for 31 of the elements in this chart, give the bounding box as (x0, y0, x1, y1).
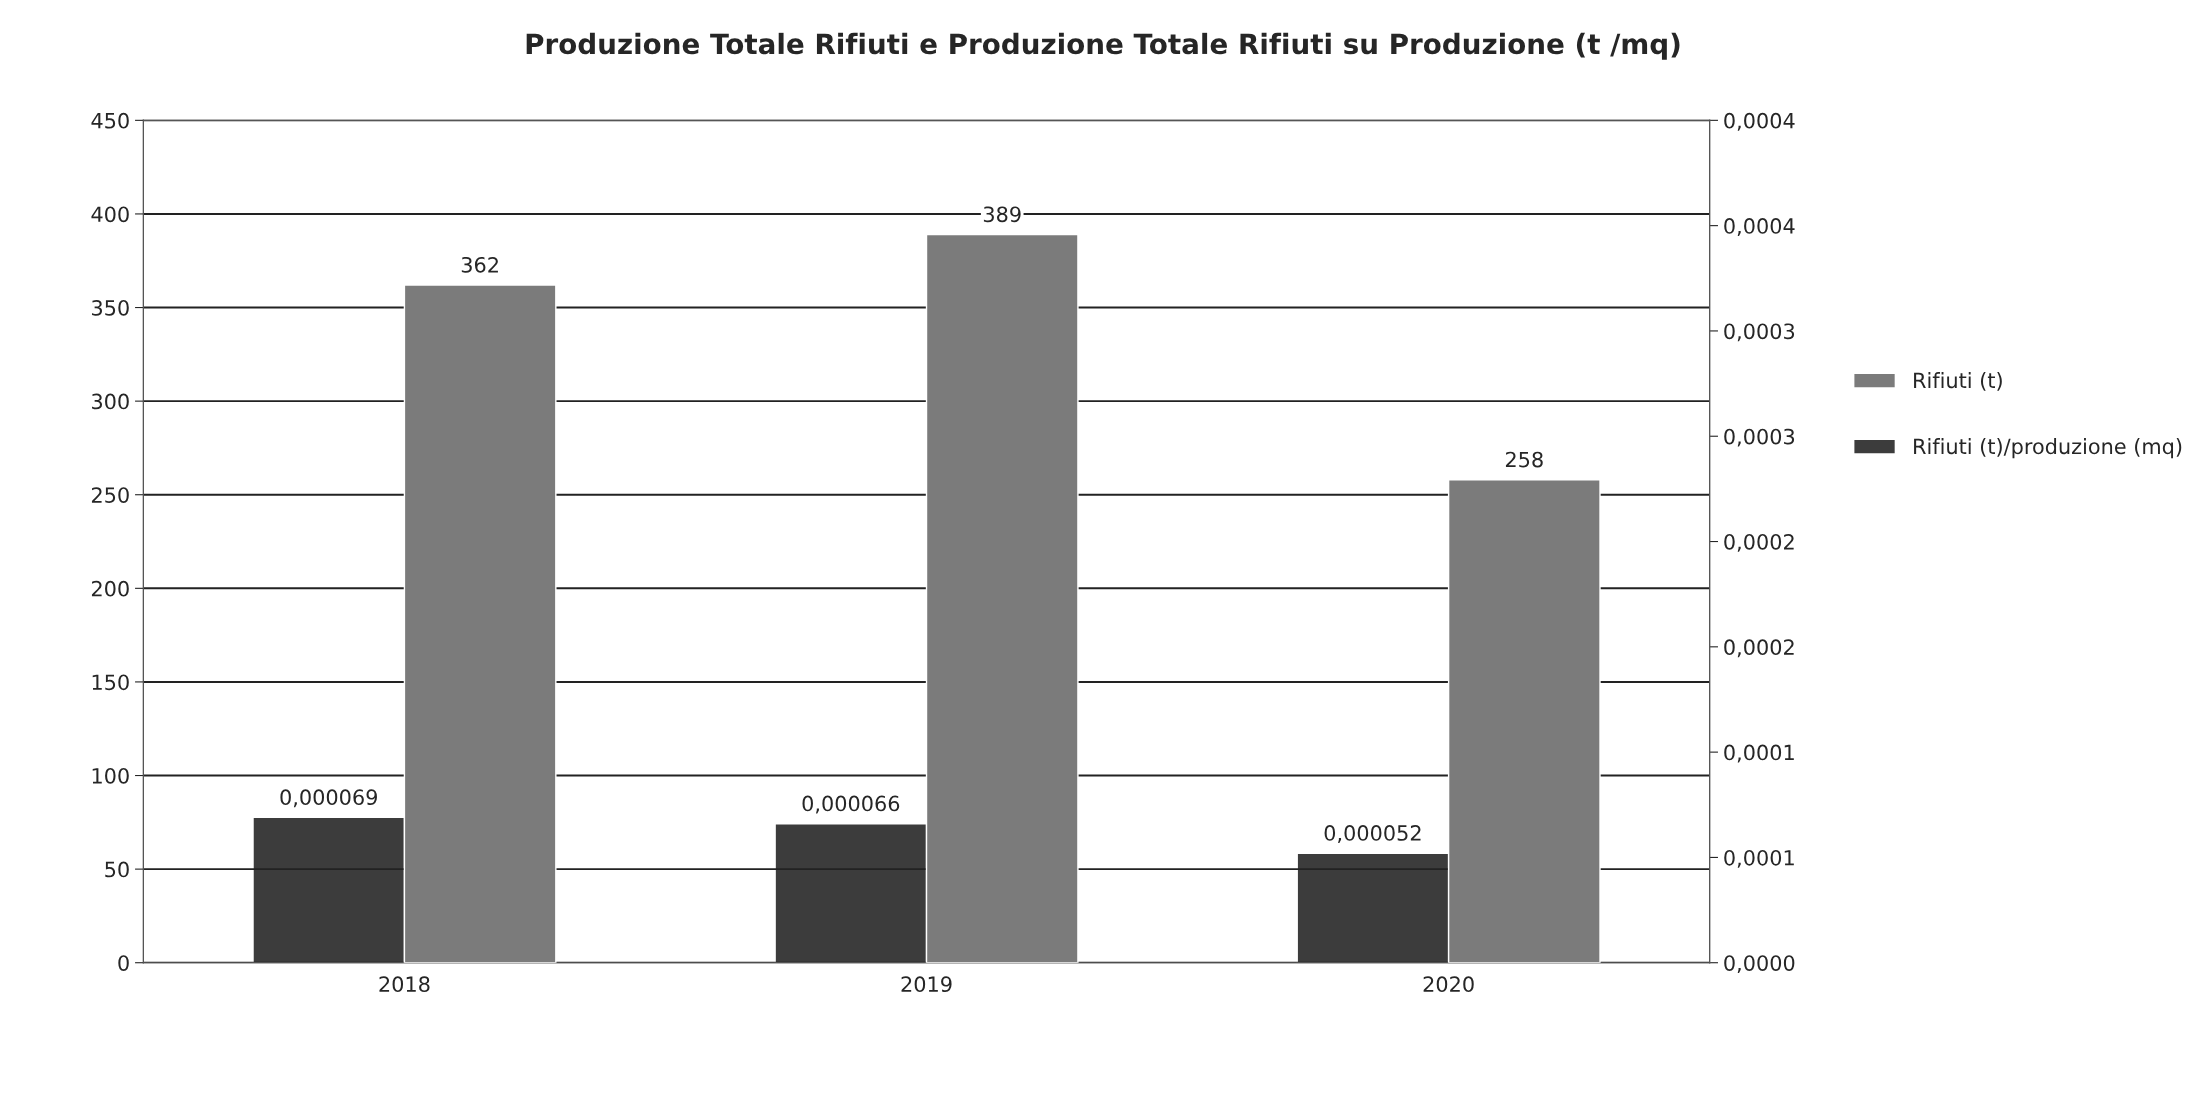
y-tick-label: 150 (92, 674, 129, 691)
data-label: 258 (1505, 451, 1543, 468)
data-label: 389 (983, 206, 1021, 223)
y2-tick-label: 0,0002 (1724, 533, 1794, 552)
y2-tick-label: 0,0000 (1724, 955, 1795, 974)
data-label: 362 (461, 256, 498, 273)
data-label: 0,000069 (280, 789, 377, 808)
y2-tick-label: 0,0001 (1724, 744, 1794, 763)
y-tick-label: 100 (92, 767, 129, 784)
y-tick-label: 350 (92, 299, 129, 316)
data-label: 0,000052 (1324, 825, 1421, 843)
y-tick-label: 300 (92, 393, 129, 410)
legend-label: Rifiuti (t)/produzione (mq) (1914, 438, 2182, 459)
y-tick-label: 200 (91, 580, 129, 597)
data-label: 0,000066 (802, 795, 900, 814)
y-tick-label: 0 (118, 955, 129, 971)
y-tick-label: 400 (91, 206, 129, 223)
y2-tick-label: 0,0002 (1724, 639, 1794, 658)
x-tick-label: 2019 (901, 976, 952, 993)
y2-tick-label: 0,0003 (1724, 428, 1795, 447)
y2-tick-label: 0,0004 (1724, 112, 1795, 131)
y-tick-label: 450 (91, 112, 129, 129)
y2-tick-label: 0,0004 (1724, 218, 1795, 236)
y-tick-label: 250 (91, 487, 129, 503)
x-tick-label: 2018 (379, 976, 430, 993)
y-tick-label: 50 (105, 861, 129, 878)
legend-label: Rifiuti (t) (1914, 372, 2002, 391)
y2-tick-label: 0,0001 (1724, 849, 1794, 868)
y2-tick-label: 0,0003 (1724, 323, 1795, 342)
chart-title: Produzione Totale Rifiuti e Produzione Totale Rifiuti su Produzione (t /mq) (526, 32, 1680, 60)
x-tick-label: 2020 (1423, 976, 1474, 993)
